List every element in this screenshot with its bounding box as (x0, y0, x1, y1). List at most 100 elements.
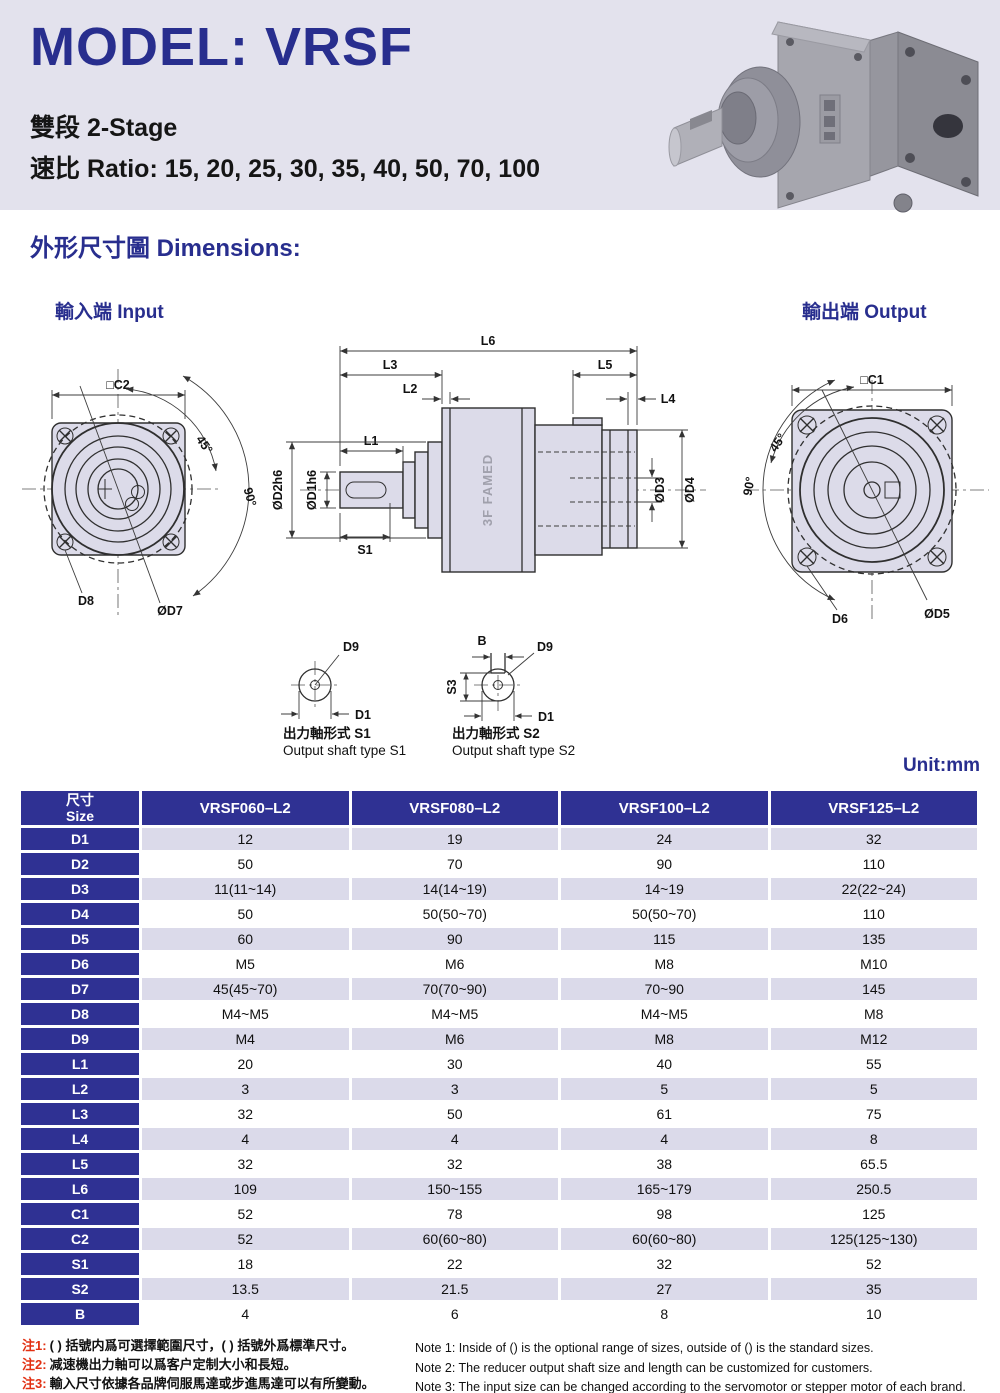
row-label: D7 (21, 978, 139, 1000)
table-row: D9 M4 M6 M8 M12 (21, 1028, 977, 1050)
dim-value-cell: 115 (561, 928, 768, 950)
dim-value-cell: 20 (142, 1053, 349, 1075)
shaft-s1-caption-en: Output shaft type S1 (283, 743, 407, 758)
row-label: L2 (21, 1078, 139, 1100)
dim-value-cell: 18 (142, 1253, 349, 1275)
dim-label-d4: ØD4 (683, 477, 697, 503)
dim-label-d5: ØD5 (924, 607, 950, 621)
note-text: 輸入尺寸依據各品牌伺服馬達或步進馬達可以有所變動。 (49, 1376, 375, 1391)
side-dimensions: L6 L3 L2 L1 S1 L5 (271, 334, 697, 557)
dim-value-cell: M8 (561, 953, 768, 975)
output-view-drawing: □C1 45° 90° D6 ØD5 (741, 375, 989, 626)
dim-value-cell: 32 (561, 1253, 768, 1275)
shaft-s1-caption: 出力軸形式 S1 Output shaft type S1 (283, 725, 406, 759)
dim-value-cell: M6 (351, 953, 558, 975)
s2-label-d1: D1 (538, 710, 554, 724)
dim-value-cell: M4~M5 (142, 1003, 349, 1025)
dim-label-l4: L4 (661, 392, 676, 406)
dim-value-cell: 90 (561, 853, 768, 875)
table-row: D7 45(45~70) 70(70~90) 70~90 145 (21, 978, 977, 1000)
table-row: S1 18 22 32 52 (21, 1253, 977, 1275)
row-label: L6 (21, 1178, 139, 1200)
dim-value-cell: 45(45~70) (142, 978, 349, 1000)
dim-value-cell: M8 (770, 1003, 977, 1025)
note-number: 注3: (22, 1376, 47, 1391)
s1-label-d9: D9 (343, 640, 359, 654)
row-label: L3 (21, 1103, 139, 1125)
note-number: 注2: (22, 1357, 47, 1372)
table-row: L6 109 150~155 165~179 250.5 (21, 1178, 977, 1200)
row-label: D4 (21, 903, 139, 925)
product-photo (668, 21, 979, 213)
unit-label: Unit:mm (902, 755, 980, 776)
shaft-s2-caption-zh: 出力軸形式 S2 (452, 726, 540, 741)
row-label: D9 (21, 1028, 139, 1050)
shaft-s2-caption: 出力軸形式 S2 Output shaft type S2 (452, 725, 575, 759)
dim-value-cell: 8 (770, 1128, 977, 1150)
dim-value-cell: 3 (142, 1078, 349, 1100)
table-row: L1 20 30 40 55 (21, 1053, 977, 1075)
table-row: C1 52 78 98 125 (21, 1203, 977, 1225)
dim-value-cell: 50 (142, 903, 349, 925)
table-row: L3 32 50 61 75 (21, 1103, 977, 1125)
size-header-en: Size (65, 808, 94, 824)
dim-value-cell: 14(14~19) (351, 878, 558, 900)
dim-value-cell: M6 (351, 1028, 558, 1050)
dim-label-90deg: 90° (241, 486, 259, 508)
dim-label-c1: □C1 (860, 375, 884, 387)
dim-value-cell: 5 (770, 1078, 977, 1100)
dim-value-cell: 60 (142, 928, 349, 950)
dim-value-cell: 109 (142, 1178, 349, 1200)
dim-value-cell: 125 (770, 1203, 977, 1225)
dim-value-cell: 35 (770, 1278, 977, 1300)
dim-value-cell: 32 (770, 828, 977, 850)
dim-value-cell: 4 (351, 1128, 558, 1150)
dim-value-cell: 22 (351, 1253, 558, 1275)
row-label: B (21, 1303, 139, 1325)
dim-label-45deg-out: 45° (767, 431, 789, 455)
brand-logo: 3F FAMED (480, 454, 495, 526)
row-label: D2 (21, 853, 139, 875)
dim-value-cell: 135 (770, 928, 977, 950)
dim-value-cell: M5 (142, 953, 349, 975)
table-row: D5 60 90 115 135 (21, 928, 977, 950)
side-view-drawing: 3F FAMED L6 L3 L2 L1 S1 (271, 334, 706, 573)
dim-label-l3: L3 (383, 358, 398, 372)
row-label: L4 (21, 1128, 139, 1150)
input-view-title: 輸入端 Input (55, 302, 164, 323)
dim-value-cell: 75 (770, 1103, 977, 1125)
table-row: D4 50 50(50~70) 50(50~70) 110 (21, 903, 977, 925)
row-label: D5 (21, 928, 139, 950)
dim-value-cell: 11(11~14) (142, 878, 349, 900)
dim-value-cell: 22(22~24) (770, 878, 977, 900)
shaft-type-s1-drawing: D9 D1 (281, 640, 371, 722)
dim-value-cell: M10 (770, 953, 977, 975)
input-view-drawing: □C2 45° 90° D8 ØD7 (22, 369, 259, 618)
s2-label-d9: D9 (537, 640, 553, 654)
dim-value-cell: 30 (351, 1053, 558, 1075)
row-label: D3 (21, 878, 139, 900)
dim-value-cell: 50(50~70) (351, 903, 558, 925)
table-row: D2 50 70 90 110 (21, 853, 977, 875)
dim-label-d1h6: ØD1h6 (305, 470, 319, 510)
gearbox-render (668, 21, 979, 213)
dim-value-cell: 60(60~80) (561, 1228, 768, 1250)
note-text: ( ) 括號内爲可選擇範圍尺寸，( ) 括號外爲標準尺寸。 (49, 1338, 355, 1353)
dimensions-table: 尺寸 Size VRSF060–L2 VRSF080–L2 VRSF100–L2… (18, 788, 980, 1328)
dim-value-cell: 145 (770, 978, 977, 1000)
note-line-en: Note 3: The input size can be changed ac… (415, 1380, 966, 1393)
notes-en: Note 1: Inside of () is the optional ran… (415, 1339, 993, 1393)
dim-value-cell: 3 (351, 1078, 558, 1100)
dim-value-cell: 70 (351, 853, 558, 875)
dim-value-cell: 125(125~130) (770, 1228, 977, 1250)
table-row: D8 M4~M5 M4~M5 M4~M5 M8 (21, 1003, 977, 1025)
dim-value-cell: 6 (351, 1303, 558, 1325)
row-label: C1 (21, 1203, 139, 1225)
dim-label-d7: ØD7 (157, 604, 183, 618)
dim-value-cell: 40 (561, 1053, 768, 1075)
page-title: MODEL: VRSF (30, 17, 413, 77)
output-view-title: 輸出端 Output (802, 302, 927, 323)
dim-value-cell: 19 (351, 828, 558, 850)
size-header-cell: 尺寸 Size (21, 791, 139, 825)
